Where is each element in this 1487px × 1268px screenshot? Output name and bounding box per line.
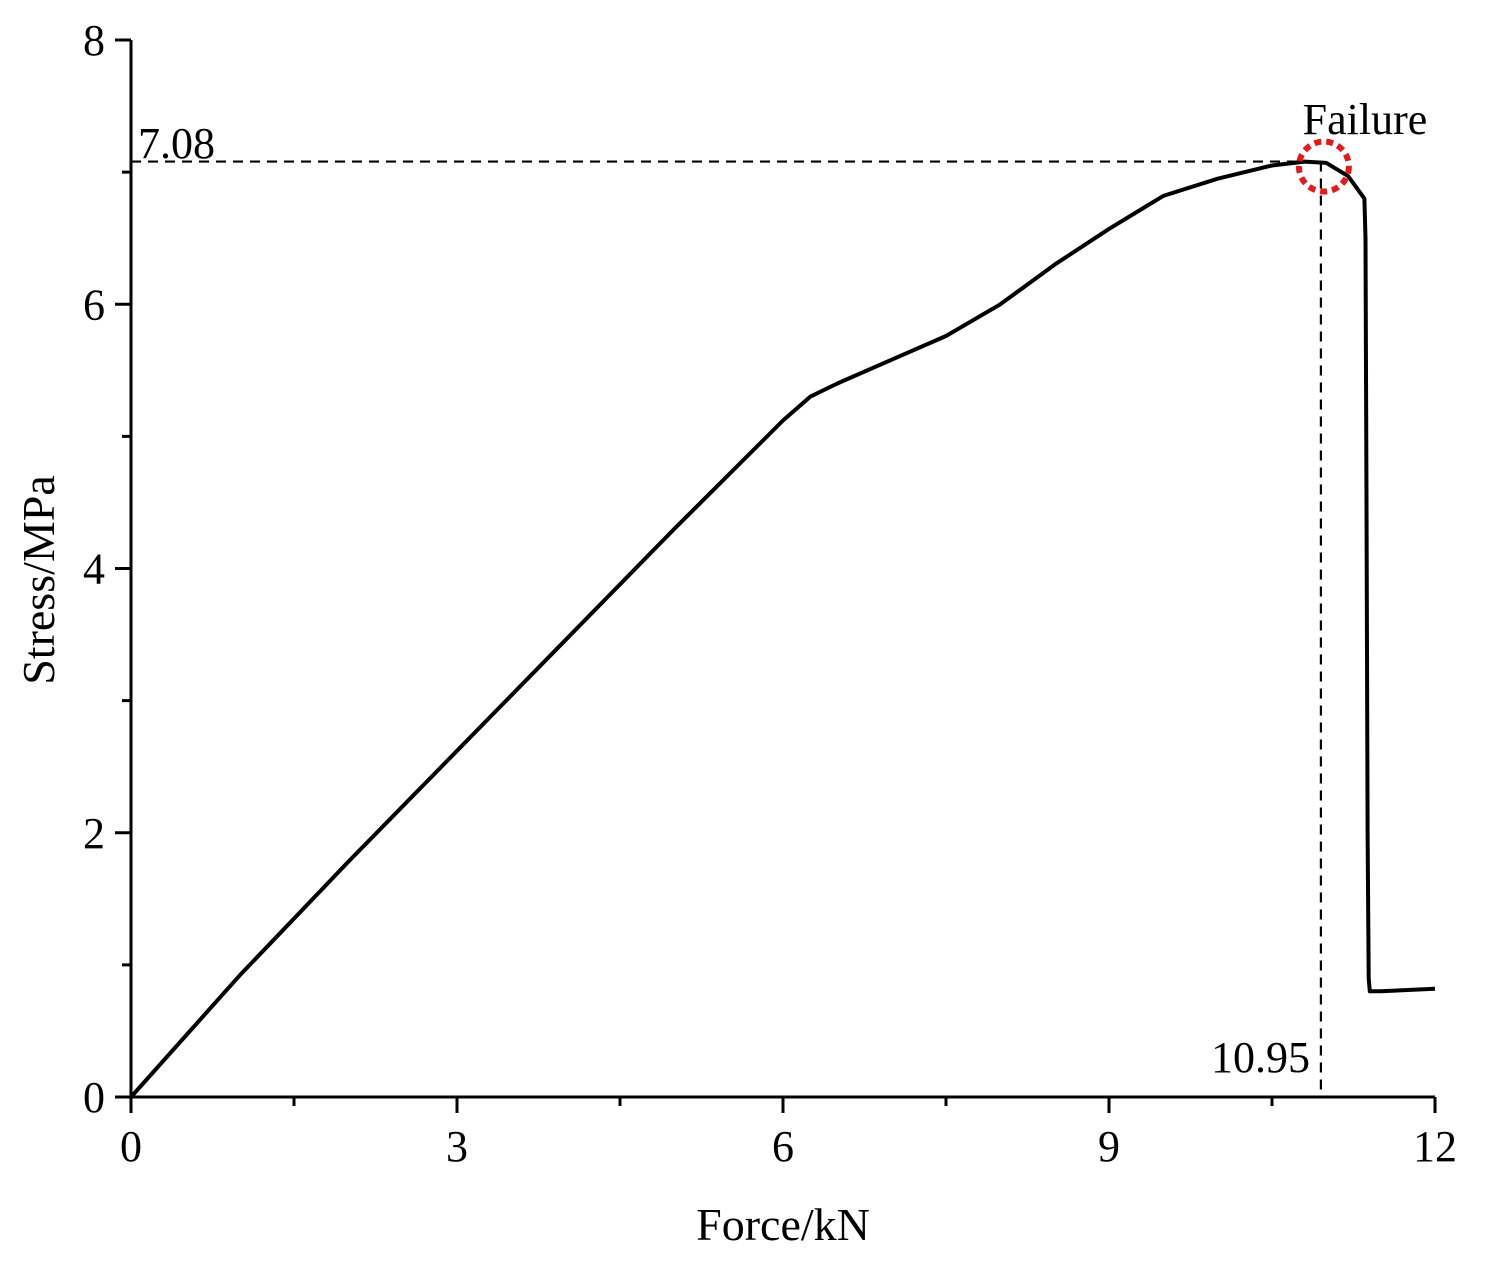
failure-marker-layer bbox=[1295, 138, 1352, 195]
x-tick-label: 0 bbox=[120, 1122, 142, 1171]
x-tick-label: 6 bbox=[772, 1122, 794, 1171]
y-tick-label: 4 bbox=[83, 545, 105, 594]
series-layer bbox=[129, 159, 1436, 1099]
failure-label: Failure bbox=[1303, 95, 1428, 144]
y-axis-title: Stress/MPa bbox=[13, 475, 64, 685]
x-axis-title: Force/kN bbox=[696, 1199, 870, 1250]
x-tick-label: 12 bbox=[1413, 1122, 1457, 1171]
y-tick-label: 2 bbox=[83, 809, 105, 858]
y-tick-label: 8 bbox=[83, 16, 105, 65]
stress-curve bbox=[129, 159, 1436, 1099]
axes bbox=[129, 40, 1435, 1099]
y-ticks: 0 2 4 6 8 bbox=[83, 16, 131, 1122]
peak-stress-label: 7.08 bbox=[138, 119, 215, 168]
peak-guide-lines bbox=[131, 160, 1323, 1097]
x-tick-label: 9 bbox=[1098, 1122, 1120, 1171]
failure-marker bbox=[1295, 138, 1352, 195]
y-tick-label: 6 bbox=[83, 280, 105, 329]
x-ticks: 0 3 6 9 12 bbox=[120, 1097, 1457, 1171]
peak-force-label: 10.95 bbox=[1211, 1033, 1310, 1082]
y-tick-label: 0 bbox=[83, 1073, 105, 1122]
x-tick-label: 3 bbox=[446, 1122, 468, 1171]
